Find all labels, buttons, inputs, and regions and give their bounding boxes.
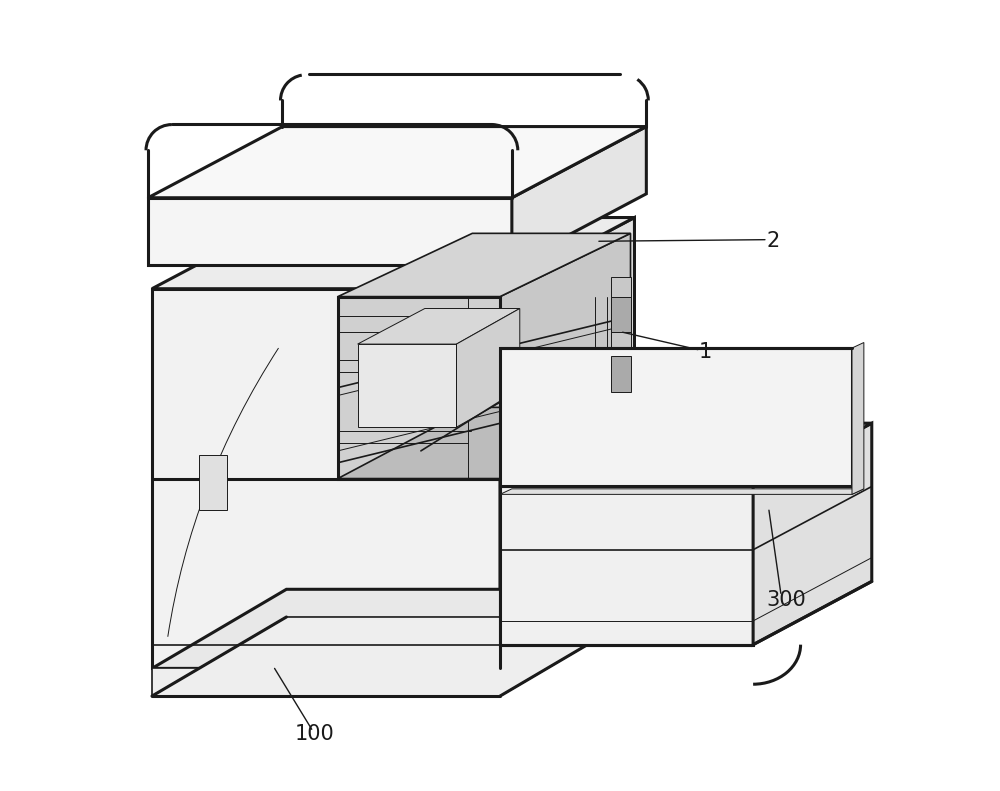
Polygon shape	[152, 589, 634, 668]
Polygon shape	[358, 344, 456, 427]
Polygon shape	[152, 289, 500, 668]
Polygon shape	[338, 407, 631, 479]
Text: 2: 2	[766, 231, 780, 252]
Polygon shape	[148, 127, 646, 198]
Polygon shape	[611, 297, 631, 332]
Text: 1: 1	[699, 342, 712, 362]
Polygon shape	[611, 277, 631, 403]
Polygon shape	[152, 668, 500, 696]
Text: 100: 100	[294, 724, 334, 744]
Polygon shape	[199, 455, 227, 510]
Polygon shape	[852, 343, 864, 494]
Polygon shape	[338, 233, 631, 297]
Polygon shape	[512, 127, 646, 265]
Polygon shape	[500, 348, 852, 486]
Polygon shape	[753, 423, 872, 645]
Polygon shape	[358, 308, 520, 344]
Polygon shape	[500, 489, 864, 494]
Polygon shape	[611, 356, 631, 392]
Polygon shape	[152, 218, 634, 289]
Polygon shape	[500, 423, 872, 486]
Polygon shape	[500, 218, 634, 668]
Text: 300: 300	[766, 589, 806, 610]
Polygon shape	[500, 233, 631, 479]
Polygon shape	[152, 617, 634, 696]
Polygon shape	[148, 198, 512, 265]
Polygon shape	[500, 486, 753, 645]
Polygon shape	[338, 297, 500, 479]
Polygon shape	[456, 308, 520, 427]
Polygon shape	[500, 589, 634, 696]
